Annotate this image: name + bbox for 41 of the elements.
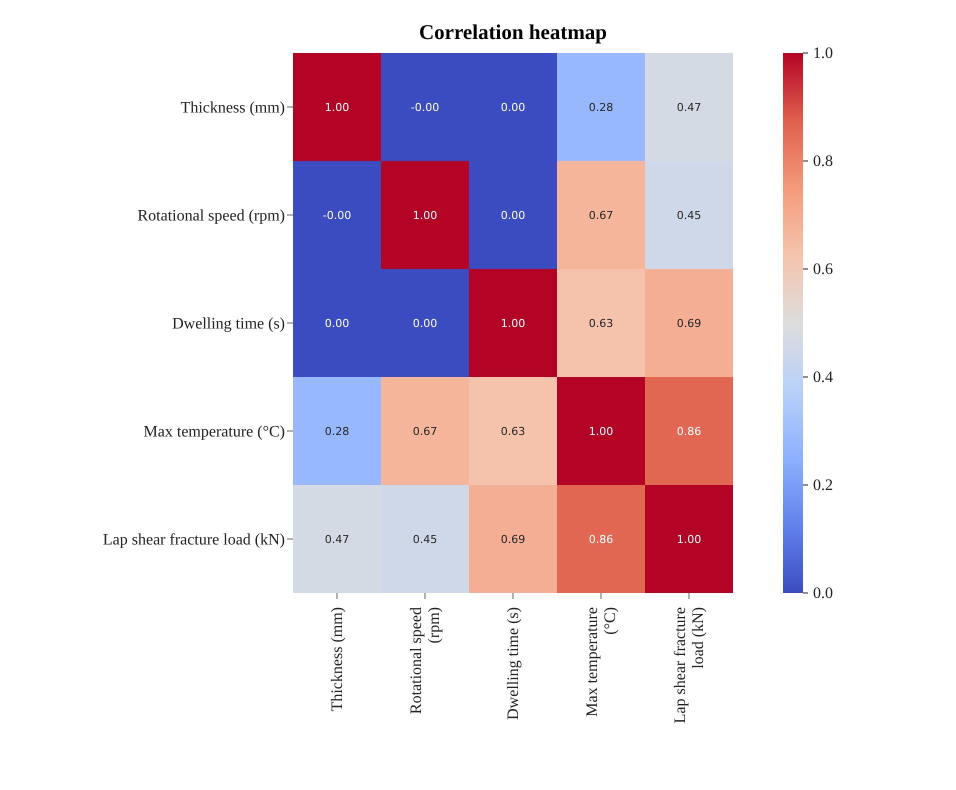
data-label: 0.28 [588,101,614,114]
color-bar-label: 0.4 [813,369,833,386]
data-label: 1.00 [324,101,350,114]
x-tick-label: Dwelling time (s) [505,607,522,720]
y-tick-label: Rotational speed (rpm) [137,208,285,225]
data-label: 1.00 [588,425,614,438]
data-label: 0.63 [500,425,526,438]
data-label: 0.47 [676,101,702,114]
data-label: 0.00 [500,209,526,222]
data-label: 0.63 [588,317,614,330]
x-tick-label: Max temperature (°C) [584,607,619,717]
data-label: 0.67 [412,425,438,438]
data-label: 0.00 [500,101,526,114]
data-label: 1.00 [500,317,526,330]
data-label: 0.28 [324,425,350,438]
x-tick-label: Lap shear fracture load (kN) [672,607,707,724]
y-tick-label: Thickness (mm) [180,100,285,117]
data-label: 0.00 [412,317,438,330]
data-label: 0.45 [412,533,438,546]
data-label: -0.00 [410,101,440,114]
data-label: 0.86 [676,425,702,438]
data-label: 0.67 [588,209,614,222]
data-label: 1.00 [676,533,702,546]
x-tick-label: Rotational speed (rpm) [408,607,443,714]
color-bar-label: 0.2 [813,477,833,494]
data-label: 0.86 [588,533,614,546]
data-label: 1.00 [412,209,438,222]
data-label: 0.69 [500,533,526,546]
data-label: 0.47 [324,533,350,546]
data-label: 0.00 [324,317,350,330]
data-label: -0.00 [322,209,352,222]
color-bar-label: 0.8 [813,153,833,170]
data-label: 0.69 [676,317,702,330]
y-tick-label: Max temperature (°C) [144,424,285,441]
chart-title: Correlation heatmap [418,20,608,45]
y-tick-label: Lap shear fracture load (kN) [102,532,285,549]
color-bar-label: 0.0 [813,585,833,602]
data-label: 0.45 [676,209,702,222]
color-bar-label: 1.0 [813,45,833,62]
color-bar-label: 0.6 [813,261,833,278]
y-tick-label: Dwelling time (s) [172,316,285,333]
